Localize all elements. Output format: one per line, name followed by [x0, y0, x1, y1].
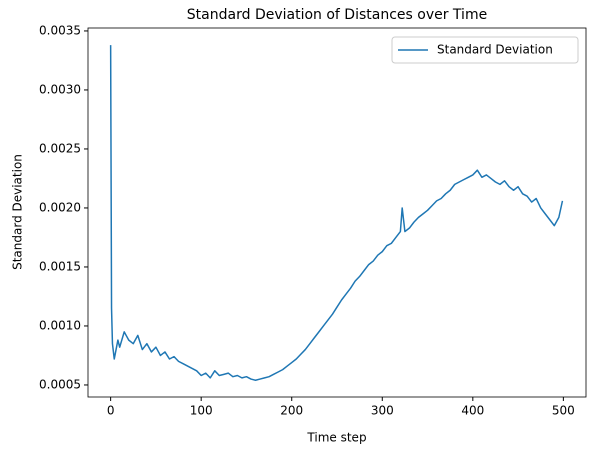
x-axis-label: Time step	[306, 431, 366, 445]
y-tick-label: 0.0005	[39, 377, 81, 391]
y-tick-label: 0.0035	[39, 23, 81, 37]
x-tick-label: 0	[107, 404, 115, 418]
x-tick-label: 100	[190, 404, 213, 418]
x-tick-label: 300	[371, 404, 394, 418]
x-tick-label: 500	[552, 404, 575, 418]
y-axis-label: Standard Deviation	[11, 154, 25, 270]
x-tick-label: 200	[280, 404, 303, 418]
y-tick-label: 0.0030	[39, 82, 81, 96]
chart-title: Standard Deviation of Distances over Tim…	[187, 7, 487, 23]
legend-label: Standard Deviation	[437, 43, 553, 57]
series-line	[109, 45, 564, 381]
y-tick-label: 0.0015	[39, 259, 81, 273]
y-tick-label: 0.0010	[39, 318, 81, 332]
x-tick-label: 400	[461, 404, 484, 418]
axes-frame	[87, 27, 587, 398]
y-tick-label: 0.0025	[39, 141, 81, 155]
legend-box	[391, 36, 579, 64]
y-tick-label: 0.0020	[39, 200, 81, 214]
